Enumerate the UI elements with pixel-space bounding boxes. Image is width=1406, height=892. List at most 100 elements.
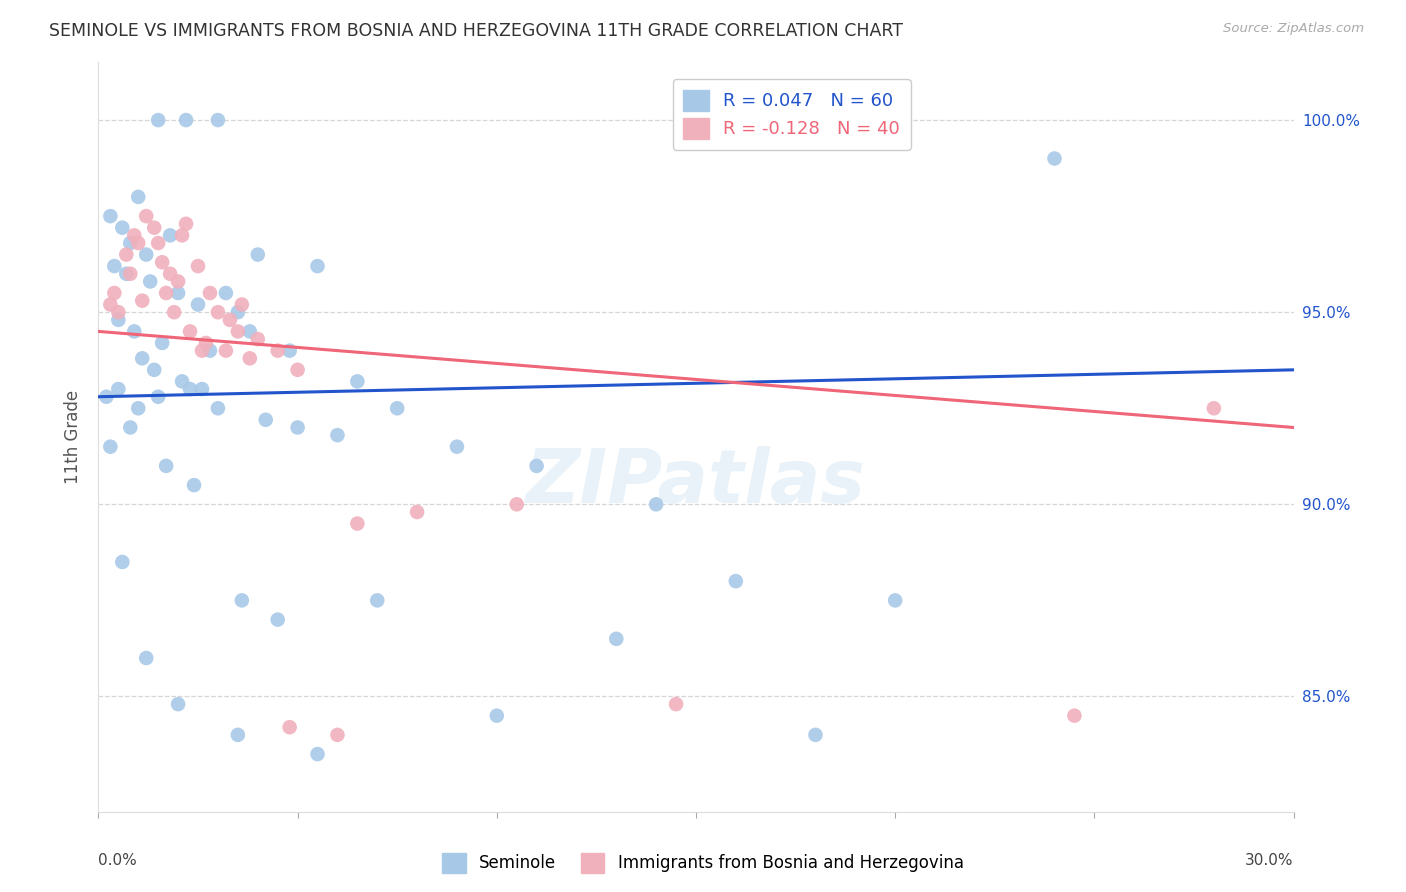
Point (179, 382, 201, 396)
Point (1063, 708, 1085, 723)
Point (98, 297, 122, 311)
Point (446, 440, 468, 454)
Point (107, 382, 129, 396)
Point (195, 335, 218, 350)
Point (307, 259, 329, 273)
Point (191, 343, 214, 358)
Point (665, 697, 688, 711)
Point (127, 190, 149, 204)
Legend: R = 0.047   N = 60, R = -0.128   N = 40: R = 0.047 N = 60, R = -0.128 N = 40 (672, 79, 911, 150)
Point (174, 113, 197, 128)
Point (267, 343, 290, 358)
Point (183, 478, 205, 492)
Text: 0.0%: 0.0% (98, 853, 138, 868)
Point (120, 420, 142, 434)
Point (346, 516, 368, 531)
Point (506, 497, 529, 511)
Point (115, 247, 138, 261)
Point (226, 325, 249, 339)
Point (406, 505, 429, 519)
Point (278, 720, 301, 734)
Point (124, 325, 146, 339)
Point (231, 297, 253, 311)
Y-axis label: 11th Grade: 11th Grade (65, 390, 83, 484)
Point (143, 363, 166, 377)
Point (1043, 152, 1066, 166)
Point (172, 228, 194, 243)
Point (346, 375, 368, 389)
Text: ZIPatlas: ZIPatlas (526, 445, 866, 518)
Legend: Seminole, Immigrants from Bosnia and Herzegovina: Seminole, Immigrants from Bosnia and Her… (436, 847, 970, 880)
Point (167, 285, 190, 300)
Point (215, 285, 238, 300)
Point (143, 220, 166, 235)
Point (485, 708, 508, 723)
Point (207, 401, 229, 416)
Point (98, 209, 122, 223)
Point (124, 228, 146, 243)
Point (115, 267, 138, 281)
Point (103, 285, 125, 300)
Point (219, 313, 242, 327)
Point (198, 285, 221, 300)
Point (127, 401, 149, 416)
Point (155, 458, 177, 473)
Point (179, 325, 201, 339)
Point (207, 305, 229, 319)
Point (366, 593, 388, 607)
Point (287, 363, 309, 377)
Point (167, 275, 190, 289)
Point (135, 209, 157, 223)
Point (226, 728, 249, 742)
Point (150, 255, 173, 269)
Point (385, 401, 409, 416)
Point (148, 390, 170, 404)
Point (198, 343, 221, 358)
Point (150, 335, 173, 350)
Point (163, 305, 186, 319)
Point (111, 555, 134, 569)
Point (526, 458, 548, 473)
Point (1202, 401, 1225, 416)
Point (135, 247, 157, 261)
Point (605, 632, 627, 646)
Point (148, 235, 170, 250)
Text: Source: ZipAtlas.com: Source: ZipAtlas.com (1223, 22, 1364, 36)
Point (226, 305, 249, 319)
Point (187, 297, 209, 311)
Point (207, 113, 229, 128)
Point (172, 375, 194, 389)
Text: SEMINOLE VS IMMIGRANTS FROM BOSNIA AND HERZEGOVINA 11TH GRADE CORRELATION CHART: SEMINOLE VS IMMIGRANTS FROM BOSNIA AND H… (49, 22, 903, 40)
Point (239, 325, 262, 339)
Point (231, 593, 253, 607)
Point (120, 235, 142, 250)
Point (159, 228, 181, 243)
Point (135, 651, 157, 665)
Point (98, 440, 122, 454)
Point (724, 574, 747, 589)
Text: 30.0%: 30.0% (1246, 853, 1294, 868)
Point (107, 305, 129, 319)
Point (155, 285, 177, 300)
Point (131, 293, 153, 308)
Point (148, 113, 170, 128)
Point (167, 697, 190, 711)
Point (131, 351, 153, 366)
Point (159, 267, 181, 281)
Point (326, 428, 349, 442)
Point (111, 220, 134, 235)
Point (120, 267, 142, 281)
Point (278, 343, 301, 358)
Point (174, 217, 197, 231)
Point (267, 613, 290, 627)
Point (645, 497, 668, 511)
Point (246, 247, 269, 261)
Point (127, 235, 149, 250)
Point (187, 259, 209, 273)
Point (191, 382, 214, 396)
Point (287, 420, 309, 434)
Point (326, 728, 349, 742)
Point (239, 351, 262, 366)
Point (254, 413, 277, 427)
Point (307, 747, 329, 761)
